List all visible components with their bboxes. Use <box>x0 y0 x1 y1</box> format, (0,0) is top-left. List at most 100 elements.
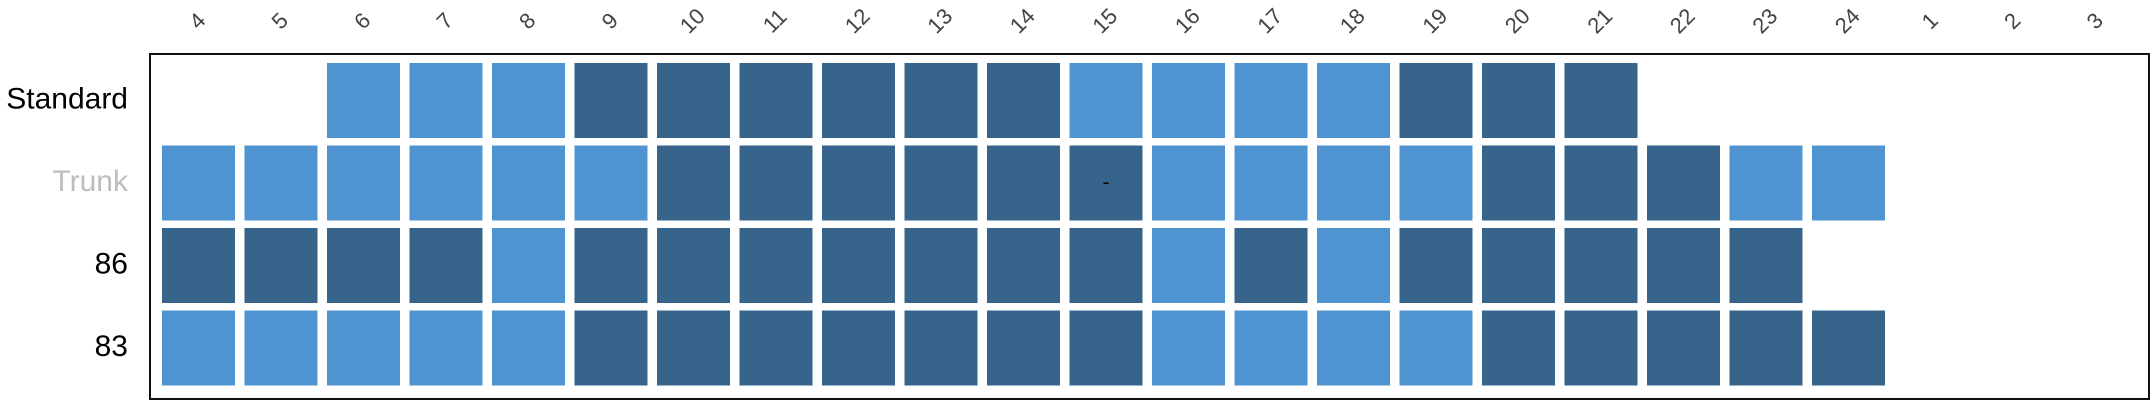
column-label-7: 7 <box>432 8 458 34</box>
cell-annotations: - <box>1102 169 1109 194</box>
column-label-4: 4 <box>184 8 210 34</box>
heatmap-cell <box>904 63 978 138</box>
heatmap-cell <box>987 228 1060 303</box>
column-label-17: 17 <box>1252 3 1287 38</box>
heatmap-cell <box>1234 63 1308 138</box>
heatmap-cell <box>1399 310 1473 386</box>
heatmap-cell <box>1234 310 1308 386</box>
heatmap-cell <box>822 145 895 221</box>
heatmap-cell <box>1317 310 1390 386</box>
column-label-12: 12 <box>840 3 875 38</box>
heatmap-cell <box>1812 145 1885 221</box>
heatmap-cell <box>1729 310 1803 386</box>
column-label-19: 19 <box>1417 3 1452 38</box>
row-label: Standard <box>6 82 128 115</box>
heatmap-cell <box>492 228 565 303</box>
row-label: Trunk <box>52 165 129 198</box>
heatmap-cell <box>822 63 895 138</box>
heatmap-cell <box>987 63 1060 138</box>
heatmap-cell <box>1564 310 1638 386</box>
heatmap-cell <box>1152 145 1225 221</box>
heatmap-cell <box>327 310 400 386</box>
heatmap-cells <box>162 63 1885 386</box>
heatmap-cell <box>492 145 565 221</box>
column-label-20: 20 <box>1500 3 1535 38</box>
heatmap-cell <box>904 310 978 386</box>
heatmap-cell <box>244 228 318 303</box>
column-label-18: 18 <box>1335 3 1370 38</box>
heatmap-cell <box>327 63 400 138</box>
heatmap-cell <box>1812 310 1885 386</box>
heatmap-cell <box>1647 145 1720 221</box>
heatmap-cell <box>244 310 318 386</box>
heatmap-cell <box>409 310 483 386</box>
heatmap-cell <box>657 63 730 138</box>
column-labels: 4 5 6 7 8 9 10 11 12 13 14 15 16 17 18 19 20 21 22 23 24 1 2 3 <box>184 3 2108 38</box>
column-label-3: 3 <box>2082 8 2108 34</box>
heatmap-cell <box>1234 145 1308 221</box>
row-label: 86 <box>95 247 128 280</box>
heatmap-cell <box>162 228 235 303</box>
heatmap-cell <box>162 145 235 221</box>
heatmap-cell <box>492 310 565 386</box>
heatmap-cell <box>1482 228 1555 303</box>
heatmap-cell <box>1069 310 1143 386</box>
heatmap-cell <box>492 63 565 138</box>
heatmap-cell <box>574 310 648 386</box>
heatmap-cell <box>739 310 813 386</box>
heatmap-cell <box>1152 310 1225 386</box>
heatmap-cell <box>739 228 813 303</box>
row-labels: Standard Trunk 86 83 <box>6 82 129 363</box>
heatmap-cell <box>1399 63 1473 138</box>
heatmap-cell <box>1647 310 1720 386</box>
column-label-9: 9 <box>597 8 623 34</box>
heatmap-cell <box>1152 228 1225 303</box>
heatmap-cell <box>327 145 400 221</box>
heatmap-cell <box>739 145 813 221</box>
heatmap-cell <box>1069 145 1143 221</box>
heatmap-cell <box>1647 228 1720 303</box>
heatmap-cell <box>409 63 483 138</box>
heatmap-cell <box>574 228 648 303</box>
heatmap-cell <box>409 145 483 221</box>
heatmap-cell <box>1564 145 1638 221</box>
column-label-8: 8 <box>514 8 540 34</box>
heatmap-cell <box>657 310 730 386</box>
column-label-2: 2 <box>1999 8 2025 34</box>
column-label-5: 5 <box>267 8 293 34</box>
heatmap-cell <box>657 228 730 303</box>
heatmap-cell <box>162 310 235 386</box>
heatmap-cell <box>1317 228 1390 303</box>
heatmap-cell <box>657 145 730 221</box>
column-label-24: 24 <box>1830 3 1865 38</box>
column-label-1: 1 <box>1917 8 1943 34</box>
column-label-16: 16 <box>1170 3 1205 38</box>
heatmap-cell <box>1069 228 1143 303</box>
heatmap-cell <box>1317 63 1390 138</box>
heatmap-cell <box>1069 63 1143 138</box>
heatmap-cell <box>327 228 400 303</box>
heatmap-cell <box>1482 145 1555 221</box>
heatmap-cell <box>1482 310 1555 386</box>
heatmap-cell <box>739 63 813 138</box>
heatmap-cell <box>409 228 483 303</box>
heatmap-cell <box>574 63 648 138</box>
heatmap-cell <box>1729 145 1803 221</box>
heatmap-cell <box>822 310 895 386</box>
heatmap-cell <box>1482 63 1555 138</box>
heatmap-cell <box>1152 63 1225 138</box>
heatmap-cell <box>904 145 978 221</box>
column-label-6: 6 <box>349 8 375 34</box>
heatmap-cell <box>1399 228 1473 303</box>
cell-annotation: - <box>1102 169 1109 194</box>
heatmap-cell <box>987 145 1060 221</box>
column-label-11: 11 <box>758 4 792 38</box>
heatmap-cell <box>1564 63 1638 138</box>
heatmap-cell <box>1729 228 1803 303</box>
heatmap-cell <box>987 310 1060 386</box>
column-label-22: 22 <box>1665 3 1700 38</box>
heatmap-cell <box>1399 145 1473 221</box>
row-label: 83 <box>95 330 128 363</box>
column-label-15: 15 <box>1087 3 1122 38</box>
heatmap-cell <box>904 228 978 303</box>
